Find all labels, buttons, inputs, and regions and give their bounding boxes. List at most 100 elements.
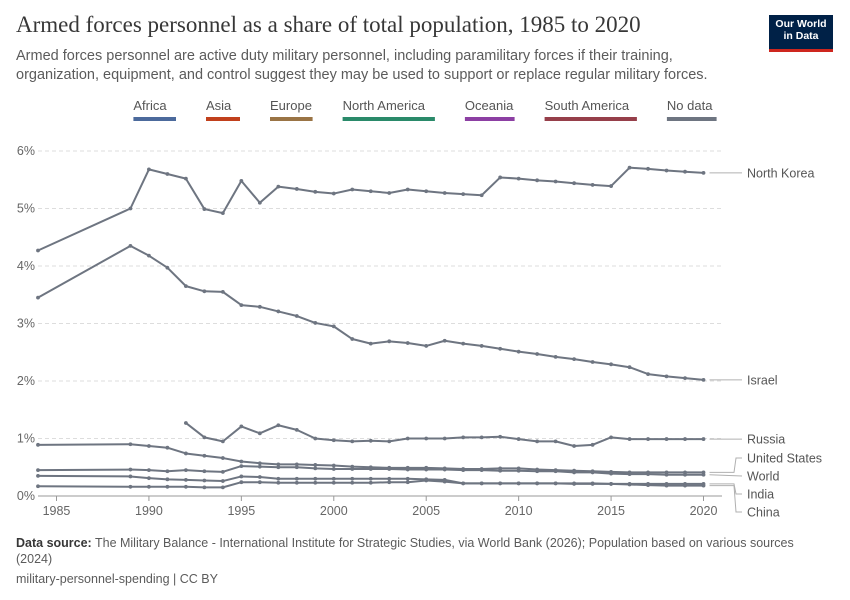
legend-swatch-oceania[interactable]	[464, 117, 515, 121]
data-point[interactable]	[609, 482, 613, 486]
data-point[interactable]	[683, 472, 687, 477]
data-point[interactable]	[128, 474, 133, 479]
data-point[interactable]	[165, 265, 170, 270]
data-point[interactable]	[701, 472, 706, 477]
data-point[interactable]	[683, 169, 687, 174]
data-point[interactable]	[368, 189, 373, 194]
data-point[interactable]	[498, 346, 503, 351]
owid-logo[interactable]: Our World in Data	[769, 15, 833, 52]
data-point[interactable]	[183, 176, 188, 181]
legend[interactable]: Africa Asia Europe North America Oceania Sout…	[133, 98, 717, 121]
series-north-korea[interactable]	[36, 165, 706, 253]
data-point[interactable]	[646, 166, 650, 171]
data-point[interactable]	[405, 467, 410, 472]
data-point[interactable]	[590, 470, 595, 475]
data-point[interactable]	[590, 482, 595, 486]
data-point[interactable]	[257, 461, 262, 466]
legend-label-asia[interactable]: Asia	[206, 98, 232, 113]
data-point[interactable]	[516, 349, 521, 354]
data-point[interactable]	[202, 469, 207, 474]
data-point[interactable]	[220, 211, 225, 216]
legend-swatch-africa[interactable]	[133, 117, 176, 121]
data-point[interactable]	[276, 184, 281, 189]
end-label-north-korea[interactable]: North Korea	[709, 166, 815, 180]
data-point[interactable]	[553, 469, 558, 474]
data-point[interactable]	[535, 481, 540, 486]
data-point[interactable]	[220, 485, 225, 490]
data-point[interactable]	[239, 480, 244, 485]
data-point[interactable]	[553, 439, 558, 444]
end-label-text[interactable]: North Korea	[747, 166, 814, 180]
data-point[interactable]	[572, 482, 577, 486]
data-point[interactable]	[683, 483, 687, 488]
data-point[interactable]	[36, 248, 40, 253]
data-point[interactable]	[461, 481, 466, 486]
legend-swatch-north-america[interactable]	[342, 117, 435, 121]
data-point[interactable]	[294, 314, 299, 318]
data-point[interactable]	[276, 423, 281, 428]
data-point[interactable]	[36, 473, 40, 478]
end-label-text[interactable]: India	[747, 488, 774, 502]
end-label-world[interactable]: World	[709, 470, 780, 484]
data-point[interactable]	[165, 477, 170, 482]
data-point[interactable]	[442, 467, 447, 472]
data-point[interactable]	[627, 365, 632, 370]
data-point[interactable]	[535, 439, 540, 444]
data-point[interactable]	[183, 421, 188, 425]
data-point[interactable]	[553, 179, 558, 184]
data-point[interactable]	[257, 304, 262, 309]
data-point[interactable]	[646, 437, 650, 441]
end-labels[interactable]: North Korea Israel Russia United States Worl…	[709, 166, 823, 520]
data-point[interactable]	[202, 485, 207, 490]
data-point[interactable]	[553, 481, 558, 486]
data-point[interactable]	[479, 468, 484, 473]
end-label-united-states[interactable]: United States	[709, 452, 823, 473]
data-point[interactable]	[701, 377, 706, 382]
legend-label-oceania[interactable]: Oceania	[465, 98, 514, 113]
data-point[interactable]	[516, 481, 521, 486]
data-point[interactable]	[479, 193, 484, 198]
legend-swatch-asia[interactable]	[206, 117, 240, 121]
data-point[interactable]	[461, 192, 466, 197]
data-point[interactable]	[368, 480, 373, 485]
data-point[interactable]	[572, 470, 577, 475]
data-point[interactable]	[165, 484, 170, 489]
data-point[interactable]	[239, 179, 244, 183]
end-label-text[interactable]: United States	[747, 452, 822, 466]
data-point[interactable]	[405, 341, 410, 345]
end-label-india[interactable]: India	[709, 483, 775, 502]
data-point[interactable]	[202, 207, 207, 211]
data-point[interactable]	[331, 467, 336, 471]
data-point[interactable]	[128, 442, 133, 447]
series-china[interactable]	[36, 478, 706, 490]
data-point[interactable]	[572, 444, 577, 448]
data-point[interactable]	[350, 187, 355, 192]
data-point[interactable]	[257, 480, 262, 485]
data-point[interactable]	[239, 424, 244, 429]
series-russia[interactable]	[183, 421, 706, 448]
data-point[interactable]	[516, 176, 521, 181]
data-point[interactable]	[147, 253, 151, 258]
data-point[interactable]	[183, 484, 188, 489]
data-point[interactable]	[664, 472, 669, 477]
data-point[interactable]	[609, 471, 613, 476]
end-label-china[interactable]: China	[709, 485, 780, 520]
data-point[interactable]	[405, 436, 410, 441]
legend-label-europe[interactable]: Europe	[270, 98, 312, 113]
data-point[interactable]	[701, 437, 706, 441]
data-point[interactable]	[405, 480, 410, 485]
data-point[interactable]	[294, 427, 299, 432]
data-point[interactable]	[239, 474, 244, 479]
data-point[interactable]	[331, 480, 336, 485]
end-label-russia[interactable]: Russia	[709, 433, 786, 447]
data-point[interactable]	[276, 465, 281, 470]
data-point[interactable]	[36, 468, 40, 473]
data-point[interactable]	[313, 189, 318, 194]
data-point[interactable]	[683, 376, 687, 381]
series-world[interactable]	[36, 464, 706, 477]
data-point[interactable]	[646, 483, 650, 487]
data-point[interactable]	[553, 354, 558, 359]
data-point[interactable]	[257, 431, 262, 436]
data-point[interactable]	[387, 339, 392, 344]
data-point[interactable]	[294, 476, 299, 481]
